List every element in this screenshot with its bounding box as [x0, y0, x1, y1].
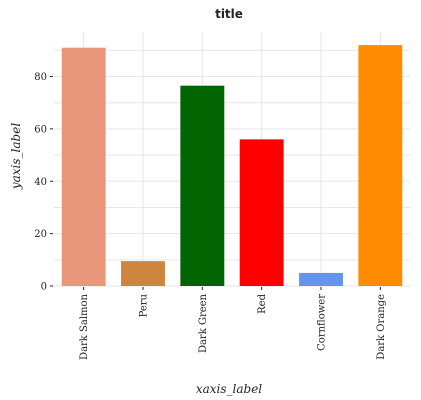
bars	[61, 45, 403, 287]
x-axis-ticks: Dark Salmon Peru Dark Green Red Cornflower Da…	[79, 287, 387, 360]
y-axis-ticks: 0 20 40 60 80	[34, 72, 53, 293]
bar-dark-salmon	[61, 47, 106, 287]
x-tick-label: Red	[257, 293, 268, 313]
x-tick-label: Cornflower	[317, 294, 328, 351]
y-axis-label: yaxis_label	[9, 123, 23, 190]
x-tick-label: Dark Salmon	[79, 293, 90, 360]
x-tick-label: Dark Orange	[376, 294, 387, 360]
x-tick-label: Dark Green	[198, 293, 209, 353]
y-tick-label: 60	[34, 124, 47, 135]
bar-dark-orange	[358, 45, 403, 286]
x-axis-label: xaxis_label	[196, 382, 262, 396]
bar-red	[239, 139, 284, 286]
grid-lines	[54, 32, 410, 287]
y-tick-label: 40	[34, 177, 47, 188]
bar-peru	[121, 261, 165, 286]
y-tick-label: 20	[34, 229, 47, 240]
bar-cornflower	[299, 272, 343, 286]
chart-title: title	[215, 7, 243, 21]
bar-dark-green	[180, 85, 225, 286]
y-tick-label: 0	[41, 282, 47, 293]
y-tick-label: 80	[34, 72, 47, 83]
x-tick-label: Peru	[139, 293, 150, 317]
